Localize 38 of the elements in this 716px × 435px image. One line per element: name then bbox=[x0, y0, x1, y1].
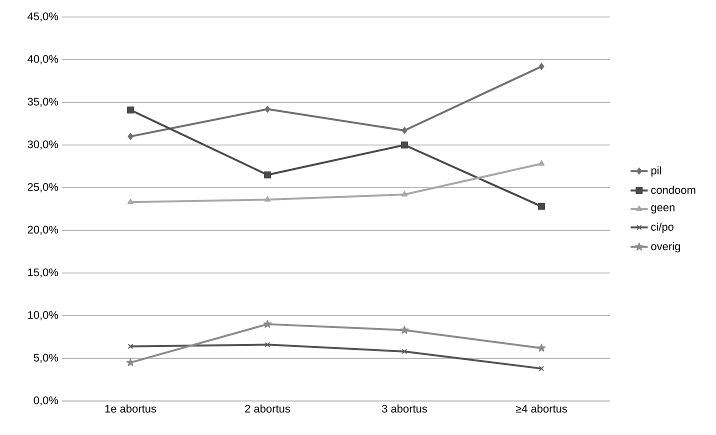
y-tick-label: 25,0% bbox=[28, 183, 58, 192]
point bbox=[400, 326, 409, 334]
y-tick-label: 20,0% bbox=[28, 226, 58, 235]
y-tick-label: 40,0% bbox=[28, 55, 58, 64]
y-tick-label: 0,0% bbox=[34, 396, 58, 406]
x-tick-label: 1e abortus bbox=[105, 404, 156, 413]
point bbox=[538, 202, 545, 210]
point bbox=[128, 344, 134, 349]
point bbox=[401, 141, 408, 148]
point bbox=[127, 198, 134, 204]
point bbox=[127, 106, 134, 114]
point bbox=[537, 344, 546, 352]
point bbox=[264, 196, 271, 202]
point bbox=[128, 132, 134, 140]
y-tick-label: 35,0% bbox=[28, 98, 58, 107]
legend-label: condoom bbox=[651, 186, 696, 194]
y-tick-label: 15,0% bbox=[28, 268, 58, 278]
point bbox=[538, 160, 545, 166]
point bbox=[402, 126, 408, 134]
point bbox=[126, 358, 135, 366]
y-tick-label: 30,0% bbox=[28, 140, 58, 150]
x-tick-label: 3 abortus bbox=[382, 404, 428, 413]
x-tick-label: ≥4 abortus bbox=[516, 404, 568, 413]
y-tick-label: 5,0% bbox=[34, 354, 58, 363]
point bbox=[264, 342, 270, 348]
legend-label: pil bbox=[651, 166, 661, 177]
point bbox=[538, 62, 544, 70]
legend-label: overig bbox=[651, 242, 680, 252]
legend-label: ci/po bbox=[651, 222, 674, 233]
point bbox=[401, 190, 408, 196]
point bbox=[264, 171, 271, 178]
point bbox=[264, 106, 270, 113]
legend-label: geen bbox=[651, 205, 674, 214]
y-tick-label: 10,0% bbox=[28, 311, 58, 320]
point bbox=[402, 348, 408, 354]
y-tick-label: 45,0% bbox=[28, 12, 58, 22]
point bbox=[263, 320, 272, 328]
x-tick-label: 2 abortus bbox=[245, 404, 290, 413]
